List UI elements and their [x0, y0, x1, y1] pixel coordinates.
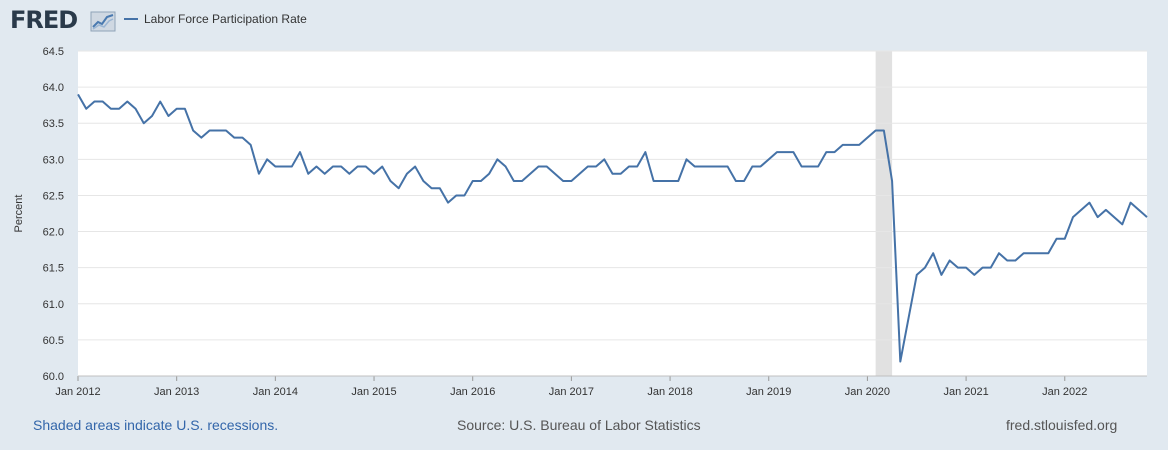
- recession-shade: [875, 51, 893, 376]
- source-note: Source: U.S. Bureau of Labor Statistics: [457, 417, 701, 433]
- x-tick-label: Jan 2016: [450, 386, 495, 398]
- x-tick-label: Jan 2015: [351, 386, 396, 398]
- legend-swatch: [124, 18, 138, 20]
- site-link[interactable]: fred.stlouisfed.org: [1006, 417, 1118, 433]
- plot-area: [78, 51, 1147, 376]
- y-tick-label: 60.5: [43, 335, 64, 347]
- x-tick-label: Jan 2021: [943, 386, 988, 398]
- y-tick-label: 60.0: [43, 371, 64, 383]
- x-tick-label: Jan 2018: [647, 386, 692, 398]
- legend-label: Labor Force Participation Rate: [144, 12, 307, 26]
- recession-note: Shaded areas indicate U.S. recessions.: [33, 417, 279, 433]
- x-tick-label: Jan 2014: [253, 386, 298, 398]
- fred-graph-icon: [90, 11, 116, 32]
- y-tick-label: 64.5: [43, 46, 64, 58]
- series-line-labor-force-participation-rate[interactable]: [77, 93, 1148, 363]
- x-tick-label: Jan 2012: [55, 386, 100, 398]
- x-tick-label: Jan 2019: [746, 386, 791, 398]
- y-tick-label: 61.0: [43, 299, 64, 311]
- y-tick-label: 62.5: [43, 190, 64, 202]
- line-chart[interactable]: 60.0 60.5 61.0 61.5 62.0 62.5 63.0 63.5 64.0 64.5…: [0, 0, 1168, 400]
- chart-legend[interactable]: Labor Force Participation Rate: [124, 12, 307, 26]
- x-tick-label: Jan 2017: [549, 386, 594, 398]
- y-tick-label: 61.5: [43, 263, 64, 275]
- x-tick-label: Jan 2022: [1042, 386, 1087, 398]
- x-tick-label: Jan 2020: [845, 386, 890, 398]
- y-tick-label: 62.0: [43, 227, 64, 239]
- fred-logo[interactable]: FRED: [10, 6, 78, 34]
- x-tick-label: Jan 2013: [154, 386, 199, 398]
- y-tick-label: 64.0: [43, 82, 64, 94]
- y-tick-label: 63.0: [43, 154, 64, 166]
- y-axis-label: Percent: [13, 195, 25, 233]
- y-tick-label: 63.5: [43, 118, 64, 130]
